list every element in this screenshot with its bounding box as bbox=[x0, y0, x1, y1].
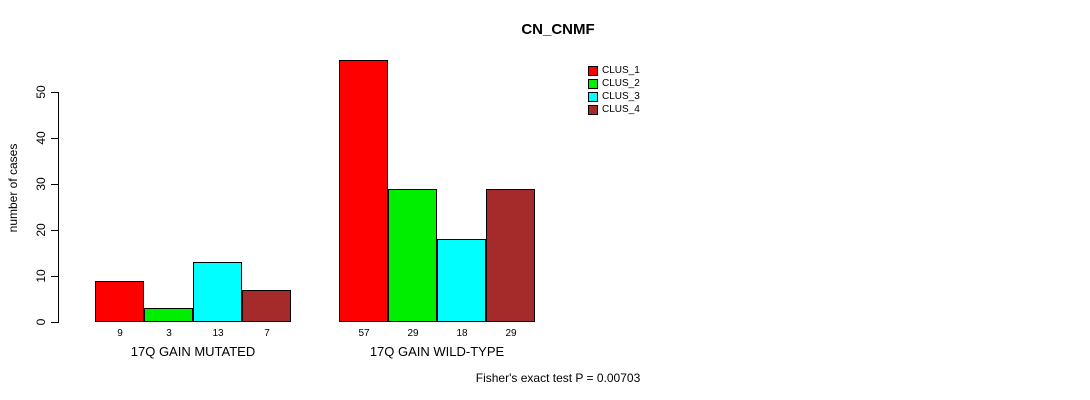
bar-clus_2-group1 bbox=[144, 308, 193, 322]
bar-value-label: 13 bbox=[212, 328, 224, 339]
legend-swatch-icon bbox=[588, 65, 598, 76]
bar-value-label: 57 bbox=[358, 328, 370, 339]
bar-value-label: 7 bbox=[264, 328, 270, 339]
y-axis-tick bbox=[51, 230, 58, 231]
bar-value-label: 29 bbox=[505, 328, 517, 339]
legend-swatch-icon bbox=[588, 78, 598, 89]
bar-clus_3-group1 bbox=[193, 262, 242, 322]
y-axis-tick bbox=[51, 184, 58, 185]
y-axis-tick-label: 50 bbox=[34, 85, 48, 99]
legend-row: CLUS_4 bbox=[588, 103, 640, 116]
bar-clus_2-group2 bbox=[388, 189, 437, 322]
y-axis-label: number of cases bbox=[6, 143, 20, 233]
y-axis-tick bbox=[51, 92, 58, 93]
y-axis-line bbox=[58, 92, 59, 323]
y-axis-tick-label: 20 bbox=[34, 223, 48, 237]
legend-swatch-icon bbox=[588, 104, 598, 115]
bar-clus_1-group2 bbox=[339, 60, 388, 322]
legend-label: CLUS_3 bbox=[602, 91, 640, 102]
legend-swatch-icon bbox=[588, 91, 598, 102]
bar-value-label: 29 bbox=[407, 328, 419, 339]
legend-row: CLUS_1 bbox=[588, 64, 640, 77]
y-axis-tick bbox=[51, 138, 58, 139]
legend-row: CLUS_3 bbox=[588, 90, 640, 103]
y-axis-tick-label: 10 bbox=[34, 269, 48, 283]
legend: CLUS_1 CLUS_2 CLUS_3 CLUS_4 bbox=[588, 64, 640, 116]
y-axis-tick bbox=[51, 276, 58, 277]
y-axis-tick-label: 30 bbox=[34, 177, 48, 191]
bar-clus_4-group1 bbox=[242, 290, 291, 322]
chart-title: CN_CNMF bbox=[521, 21, 595, 38]
bar-clus_3-group2 bbox=[437, 239, 486, 322]
bar-value-label: 18 bbox=[456, 328, 468, 339]
legend-label: CLUS_1 bbox=[602, 65, 640, 76]
footnote-fisher-test: Fisher's exact test P = 0.00703 bbox=[475, 371, 641, 385]
legend-row: CLUS_2 bbox=[588, 77, 640, 90]
y-axis-tick-label: 40 bbox=[34, 131, 48, 145]
bar-value-label: 3 bbox=[166, 328, 172, 339]
legend-label: CLUS_4 bbox=[602, 104, 640, 115]
bar-value-label: 9 bbox=[117, 328, 123, 339]
y-axis-tick-label: 0 bbox=[34, 318, 48, 326]
y-axis-tick bbox=[51, 322, 58, 323]
group-label-2: 17Q GAIN WILD-TYPE bbox=[369, 344, 505, 359]
bar-clus_4-group2 bbox=[486, 189, 535, 322]
bar-clus_1-group1 bbox=[95, 281, 144, 322]
legend-label: CLUS_2 bbox=[602, 78, 640, 89]
group-label-1: 17Q GAIN MUTATED bbox=[130, 344, 256, 359]
